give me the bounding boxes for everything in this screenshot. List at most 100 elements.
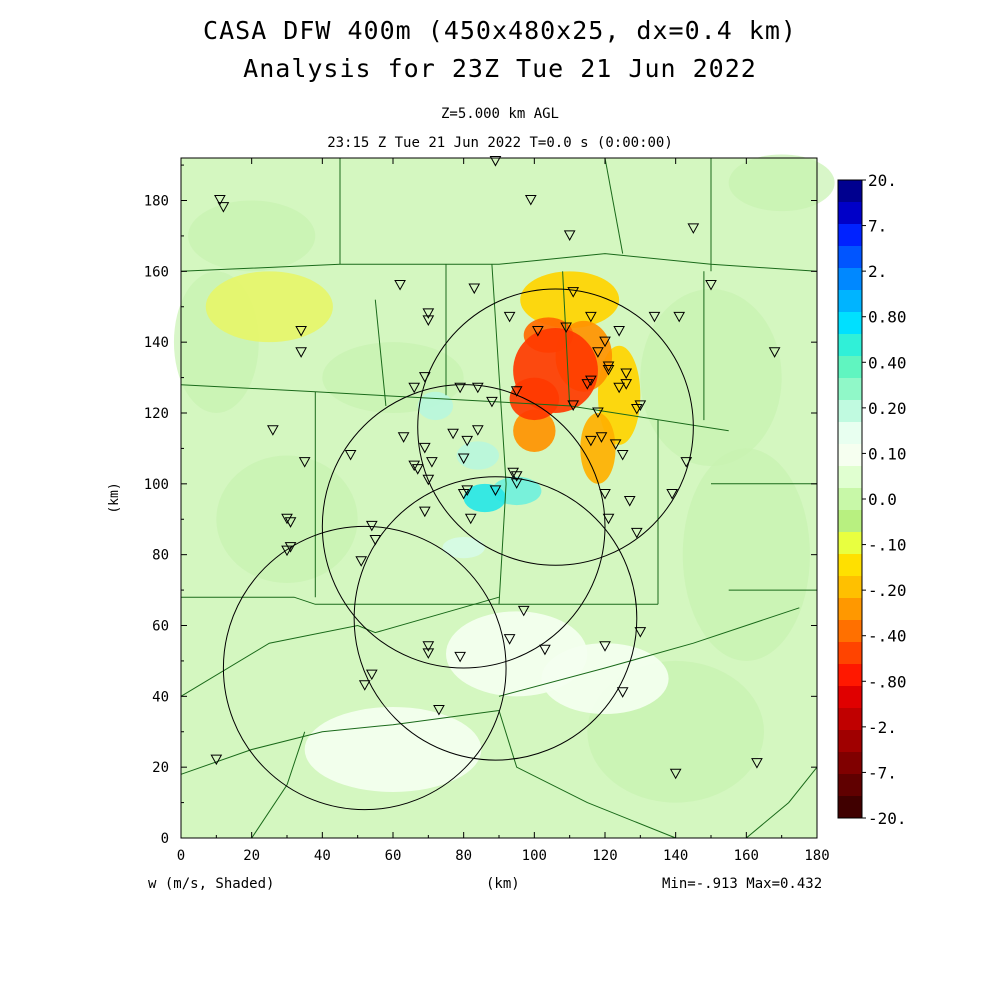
- station-marker: [592, 347, 604, 358]
- x-tick-label: 120: [592, 848, 617, 864]
- x-tick-label: 20: [243, 848, 260, 864]
- station-marker: [666, 488, 678, 500]
- x-tick-label: 160: [734, 848, 759, 864]
- x-tick-label: 180: [804, 848, 829, 864]
- station-marker: [418, 442, 431, 454]
- station-marker: [365, 520, 378, 532]
- time-label: 23:15 Z Tue 21 Jun 2022 T=0.0 s (0:00:00…: [327, 135, 673, 151]
- colorbar-label: 0.20: [868, 399, 907, 418]
- w-cell: [456, 441, 499, 470]
- station-marker: [687, 223, 700, 234]
- w-cell: [304, 706, 482, 792]
- station-marker: [567, 400, 580, 411]
- colorbar-swatch: [838, 642, 862, 665]
- station-marker: [344, 450, 357, 461]
- colorbar-label: 7.: [868, 217, 887, 236]
- colorbar-swatch: [838, 466, 862, 489]
- county-boundary: [498, 607, 800, 697]
- station-marker: [517, 605, 530, 617]
- station-marker: [705, 280, 717, 291]
- station-marker: [524, 195, 537, 206]
- station-marker: [602, 513, 615, 525]
- station-marker: [217, 202, 230, 213]
- y-tick-label: 60: [152, 619, 169, 635]
- colorbar-label: -2.: [868, 718, 897, 737]
- y-tick-label: 100: [144, 477, 169, 493]
- station-marker: [634, 627, 647, 638]
- colorbar-label: -20.: [868, 809, 907, 828]
- station-marker: [214, 195, 226, 206]
- station-marker: [422, 641, 435, 652]
- x-tick-label: 40: [314, 848, 331, 864]
- colorbar-swatch: [838, 708, 862, 731]
- colorbar-swatch: [838, 334, 862, 357]
- station-marker: [623, 496, 636, 507]
- station-marker: [394, 280, 406, 291]
- station-marker: [408, 460, 421, 472]
- county-boundary: [180, 384, 729, 432]
- x-tick-label: 100: [522, 848, 547, 864]
- colorbar-swatch: [838, 444, 862, 467]
- station-marker: [680, 457, 693, 468]
- colorbar-swatch: [838, 488, 862, 511]
- station-marker: [355, 556, 368, 567]
- station-marker: [602, 365, 615, 376]
- colorbar-swatch: [838, 180, 862, 203]
- station-marker: [599, 641, 611, 652]
- w-cell: [541, 643, 669, 715]
- colorbar-label: 2.: [868, 262, 887, 281]
- station-marker: [620, 368, 633, 380]
- colorbar-swatch: [838, 312, 862, 335]
- station-marker: [532, 326, 544, 337]
- county-boundary: [604, 157, 624, 254]
- y-axis-label: (km): [107, 482, 122, 513]
- station-marker: [539, 644, 551, 656]
- w-cell: [513, 328, 598, 413]
- w-cell: [205, 271, 333, 343]
- station-marker: [422, 474, 435, 486]
- colorbar-swatch: [838, 554, 862, 577]
- station-marker: [457, 453, 470, 465]
- colorbar-label: -.10: [868, 536, 907, 555]
- colorbar-swatch: [838, 510, 862, 533]
- station-marker: [426, 457, 438, 468]
- level-label: Z=5.000 km AGL: [440, 106, 559, 122]
- x-axis-unit-label: (km): [486, 876, 520, 892]
- y-tick-label: 80: [152, 548, 169, 564]
- radar-range-ring: [417, 288, 694, 566]
- colorbar-swatch: [838, 620, 862, 643]
- x-tick-label: 80: [455, 848, 472, 864]
- w-cell: [442, 536, 485, 559]
- station-marker: [411, 464, 424, 475]
- station-marker: [461, 435, 474, 447]
- colorbar-swatch: [838, 422, 862, 445]
- station-marker: [616, 687, 629, 698]
- station-marker: [613, 382, 625, 394]
- station-marker: [454, 382, 466, 394]
- station-marker: [418, 372, 431, 383]
- radar-range-ring: [353, 476, 638, 761]
- y-tick-label: 120: [144, 406, 169, 422]
- colorbar-swatch: [838, 532, 862, 555]
- station-marker: [673, 311, 686, 323]
- county-boundary: [180, 710, 500, 775]
- y-tick-label: 180: [144, 194, 169, 210]
- y-tick-label: 140: [144, 335, 169, 351]
- colorbar-swatch: [838, 730, 862, 753]
- station-marker: [609, 439, 622, 450]
- colorbar-swatch: [838, 664, 862, 687]
- y-tick-label: 20: [152, 760, 169, 776]
- station-marker: [281, 513, 293, 525]
- station-marker: [210, 754, 223, 766]
- station-marker: [422, 315, 435, 326]
- colorbar-swatch: [838, 268, 862, 291]
- station-marker: [267, 425, 279, 436]
- station-marker: [457, 488, 470, 500]
- station-marker: [422, 648, 435, 659]
- county-boundary: [491, 264, 507, 605]
- station-marker: [768, 347, 781, 358]
- station-marker: [648, 311, 661, 323]
- station-marker: [471, 425, 484, 436]
- colorbar-swatch: [838, 356, 862, 379]
